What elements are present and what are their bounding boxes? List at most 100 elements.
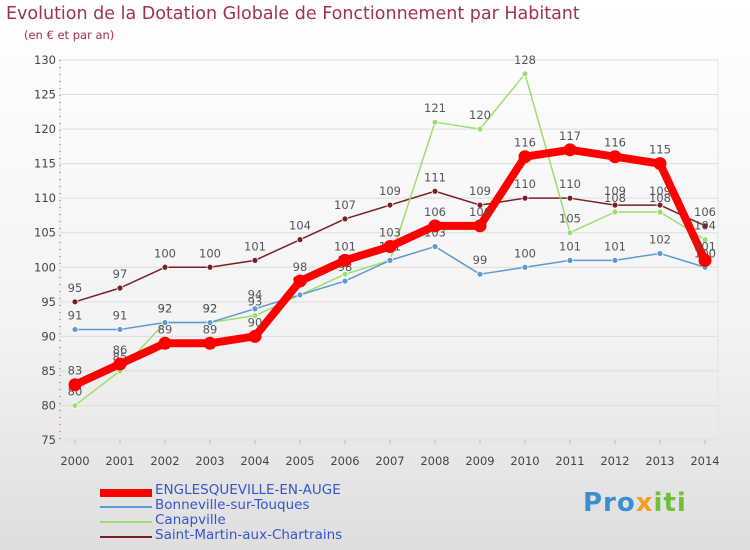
legend-label-englesqueville: ENGLESQUEVILLE-EN-AUGE	[155, 482, 341, 498]
data-point	[473, 219, 487, 233]
data-point	[521, 194, 529, 202]
y-tick-label: 125	[34, 88, 56, 102]
x-tick-label: 2000	[60, 454, 89, 468]
data-label: 106	[694, 205, 716, 219]
data-label: 83	[68, 364, 83, 378]
legend-swatch-saint-martin	[100, 536, 152, 538]
data-label: 104	[289, 219, 311, 233]
x-tick-label: 2005	[285, 454, 314, 468]
data-label: 108	[649, 191, 671, 205]
data-point	[251, 305, 259, 313]
data-point	[476, 201, 484, 209]
data-label: 93	[248, 295, 263, 309]
data-label: 108	[604, 191, 626, 205]
data-point	[698, 253, 712, 267]
data-point	[293, 274, 307, 288]
y-tick-label: 90	[41, 329, 56, 343]
data-label: 101	[244, 239, 266, 253]
data-label: 99	[473, 253, 488, 267]
data-label: 92	[158, 302, 173, 316]
data-point	[296, 236, 304, 244]
x-tick-label: 2010	[510, 454, 539, 468]
x-tick-label: 2013	[645, 454, 674, 468]
chart-subtitle: (en € et par an)	[24, 28, 115, 42]
x-tick-label: 2004	[240, 454, 269, 468]
data-label: 102	[649, 232, 671, 246]
data-label: 100	[514, 246, 536, 260]
data-point	[521, 263, 529, 271]
data-point	[428, 219, 442, 233]
legend-swatch-englesqueville	[100, 489, 152, 497]
data-point	[566, 194, 574, 202]
legend-swatch-canapville	[100, 521, 152, 523]
data-label: 109	[379, 184, 401, 198]
data-label: 95	[68, 281, 83, 295]
data-label: 111	[424, 170, 446, 184]
data-point	[701, 222, 709, 230]
x-tick-label: 2009	[465, 454, 494, 468]
data-label: 115	[649, 143, 671, 157]
data-point	[431, 118, 439, 126]
data-point	[113, 357, 127, 371]
data-label: 97	[113, 267, 128, 281]
data-point	[476, 270, 484, 278]
y-tick-label: 80	[41, 398, 56, 412]
y-tick-label: 75	[41, 433, 56, 447]
data-point	[656, 208, 664, 216]
data-point	[656, 250, 664, 257]
data-label: 101	[604, 239, 626, 253]
data-label: 91	[113, 308, 128, 322]
data-point	[431, 243, 439, 250]
data-label: 89	[203, 322, 218, 336]
data-point	[161, 263, 169, 271]
data-label: 92	[203, 302, 218, 316]
data-point	[653, 157, 667, 171]
data-label: 103	[379, 226, 401, 240]
data-point	[476, 125, 484, 133]
legend-swatch-bonneville	[100, 506, 152, 508]
x-tick-label: 2014	[690, 454, 719, 468]
data-point	[701, 236, 709, 244]
legend-label-bonneville: Bonneville-sur-Touques	[155, 497, 310, 513]
data-point	[203, 336, 217, 350]
y-tick-label: 105	[34, 226, 56, 240]
data-point	[611, 208, 619, 216]
data-label: 106	[469, 205, 491, 219]
data-point	[431, 187, 439, 195]
data-label: 100	[199, 246, 221, 260]
data-label: 90	[248, 315, 263, 329]
y-tick-label: 110	[34, 191, 56, 205]
x-tick-label: 2008	[420, 454, 449, 468]
data-label: 117	[559, 129, 581, 143]
data-point	[161, 319, 169, 326]
data-point	[248, 329, 262, 343]
data-label: 100	[154, 246, 176, 260]
data-point	[158, 336, 172, 350]
data-label: 92	[203, 302, 218, 316]
y-tick-label: 115	[34, 157, 56, 171]
line-chart: 75 80 85 90 95 100 105 110 115 120 125 130 2000 2001 2…	[34, 53, 720, 468]
data-point	[656, 201, 664, 209]
legend-label-canapville: Canapville	[155, 512, 226, 528]
data-point	[611, 201, 619, 209]
x-tick-label: 2006	[330, 454, 359, 468]
data-point	[116, 284, 124, 292]
data-label: 98	[293, 260, 308, 274]
data-label: 109	[649, 184, 671, 198]
proxiti-logo: Proxiti	[583, 488, 687, 518]
data-label: 120	[469, 108, 491, 122]
data-point	[206, 319, 214, 326]
data-point	[116, 326, 124, 333]
data-point	[68, 378, 82, 392]
data-label: 92	[158, 302, 173, 316]
x-tick-label: 2007	[375, 454, 404, 468]
y-tick-label: 130	[34, 53, 56, 67]
data-point	[71, 402, 79, 409]
data-point	[611, 256, 619, 264]
data-label: 86	[113, 343, 128, 357]
data-label: 106	[424, 205, 446, 219]
data-label: 116	[514, 136, 536, 150]
legend-label-saint-martin: Saint-Martin-aux-Chartrains	[155, 527, 343, 543]
data-label: 128	[514, 53, 536, 67]
data-point	[518, 150, 532, 164]
